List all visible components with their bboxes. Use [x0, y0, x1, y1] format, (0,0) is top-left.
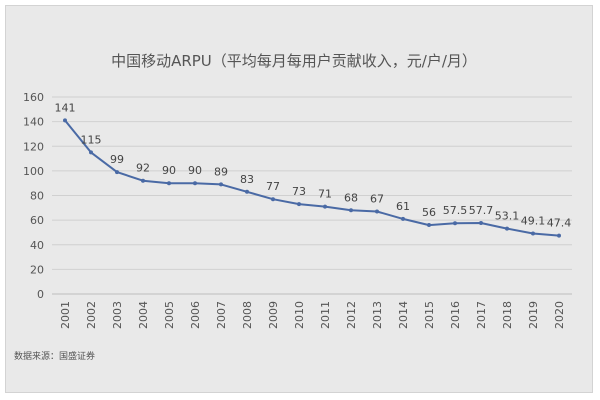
data-label: 57.5 [443, 204, 468, 217]
data-label: 57.7 [469, 204, 494, 217]
data-label: 56 [422, 206, 436, 219]
y-tick-label: 140 [23, 116, 44, 129]
data-label: 89 [214, 165, 228, 178]
y-tick-label: 80 [30, 190, 44, 203]
data-point [167, 181, 171, 186]
x-tick-label: 2012 [345, 301, 358, 329]
data-label: 90 [188, 164, 202, 177]
data-point [219, 182, 223, 187]
x-tick-label: 2020 [553, 301, 566, 329]
chart-title: 中国移动ARPU（平均每月每用户贡献收入，元/户/月） [111, 52, 477, 70]
y-tick-label: 0 [37, 288, 44, 301]
chart-frame [5, 5, 593, 393]
data-label: 77 [266, 180, 280, 193]
source-note: 数据来源：国盛证券 [14, 352, 96, 362]
data-point [531, 231, 535, 236]
data-label: 73 [292, 185, 306, 198]
data-label: 71 [318, 188, 332, 201]
x-tick-label: 2006 [189, 301, 202, 329]
data-point [427, 223, 431, 228]
y-tick-label: 40 [30, 239, 44, 252]
data-point [349, 208, 353, 213]
data-label: 92 [136, 162, 150, 175]
data-point [63, 118, 67, 123]
y-tick-label: 160 [23, 91, 44, 104]
x-tick-label: 2014 [397, 301, 410, 329]
data-label: 61 [396, 200, 410, 213]
data-label: 53.1 [495, 210, 520, 223]
x-tick-label: 2013 [371, 301, 384, 329]
x-tick-label: 2008 [241, 301, 254, 329]
x-tick-label: 2005 [163, 301, 176, 329]
data-point [297, 202, 301, 207]
data-label: 49.1 [521, 215, 546, 228]
x-tick-label: 2007 [215, 301, 228, 329]
x-tick-label: 2003 [111, 301, 124, 329]
x-tick-label: 2001 [59, 301, 72, 329]
data-point [453, 221, 457, 226]
data-point [115, 170, 119, 175]
data-label: 90 [162, 164, 176, 177]
data-label: 83 [240, 173, 254, 186]
y-tick-label: 120 [23, 140, 44, 153]
x-tick-label: 2010 [293, 301, 306, 329]
y-tick-label: 20 [30, 263, 44, 276]
x-tick-label: 2015 [423, 301, 436, 329]
y-tick-label: 60 [30, 214, 44, 227]
data-point [89, 150, 93, 155]
data-point [323, 204, 327, 209]
data-label: 67 [370, 193, 384, 206]
data-label: 141 [55, 101, 76, 114]
data-point [141, 178, 145, 183]
x-tick-label: 2004 [137, 301, 150, 329]
series-line [64, 119, 560, 237]
data-point [505, 226, 509, 231]
x-tick-label: 2002 [85, 301, 98, 329]
data-point [245, 189, 249, 194]
data-label: 115 [81, 133, 102, 146]
x-tick-label: 2009 [267, 301, 280, 329]
data-point [375, 209, 379, 214]
x-tick-label: 2016 [449, 301, 462, 329]
x-tick-label: 2019 [527, 301, 540, 329]
y-tick-label: 100 [23, 165, 44, 178]
data-point [271, 197, 275, 202]
x-tick-label: 2018 [501, 301, 514, 329]
x-tick-label: 2017 [475, 301, 488, 329]
data-label: 99 [110, 153, 124, 166]
data-label: 68 [344, 191, 358, 204]
data-point [193, 181, 197, 186]
x-tick-label: 2011 [319, 301, 332, 329]
data-point [557, 233, 561, 238]
data-point [401, 216, 405, 221]
data-point [479, 220, 483, 225]
data-label: 47.4 [547, 217, 572, 230]
